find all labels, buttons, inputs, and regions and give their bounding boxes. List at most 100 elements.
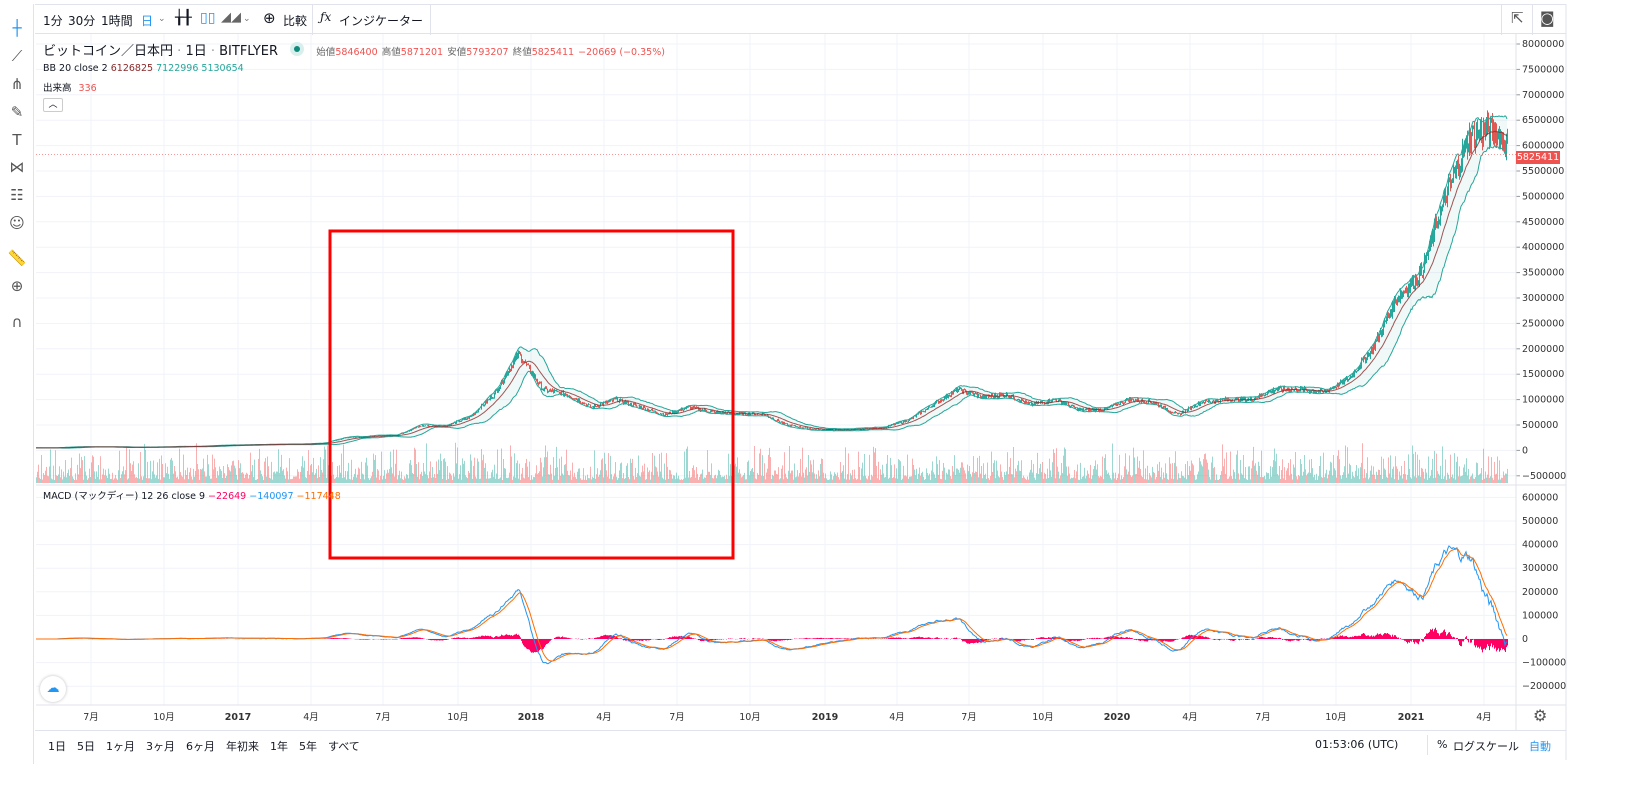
plus-circle-icon[interactable]: ⊕ (263, 9, 276, 27)
bb-upper: 7122996 (156, 63, 199, 74)
chevron-down-icon[interactable]: ⌄ (243, 14, 251, 24)
bb-basis-line (36, 130, 1508, 449)
drawing-toolbar: ┼ ⟋ ⋔ ✎ T ⋈ ☷ ☺ 📏 ⊕ ∩ (0, 4, 34, 764)
interval-1m[interactable]: 1分 (43, 14, 63, 28)
price-axis-tick: 2000000 (1522, 344, 1564, 355)
price-axis-tick: 5500000 (1522, 166, 1564, 177)
macd-axis-tick: 100000 (1522, 610, 1558, 621)
macd-line (36, 545, 1507, 665)
macd-line-value: −140097 (249, 491, 294, 502)
macd-axis-tick: 200000 (1522, 587, 1558, 598)
macd-axis-tick: −200000 (1522, 681, 1566, 692)
low-value: 5793207 (466, 47, 509, 58)
settings-gear-icon[interactable]: ⚙ (1533, 706, 1548, 725)
percent-scale-toggle[interactable]: % (1437, 738, 1448, 751)
high-value: 5871201 (400, 47, 444, 58)
fullscreen-icon[interactable]: ⇱ (1511, 9, 1524, 27)
time-axis-label: 4月 (1182, 712, 1198, 723)
trend-line-icon[interactable]: ⟋ (11, 47, 23, 65)
interval-30m[interactable]: 30分 (68, 14, 96, 28)
forecast-icon[interactable]: ☷ (10, 186, 24, 204)
time-axis-label: 2019 (812, 712, 838, 723)
bb-lower-line (36, 144, 1508, 449)
macd-axis-tick: 400000 (1522, 540, 1558, 551)
time-axis-label: 10月 (1032, 712, 1054, 723)
time-axis-label: 4月 (303, 712, 319, 723)
gridlines: 8000000750000070000006500000600000055000… (36, 34, 1566, 723)
price-axis-tick: 6500000 (1522, 115, 1564, 126)
range-7[interactable]: 5年 (299, 740, 317, 753)
magnet-icon[interactable]: ∩ (11, 313, 23, 331)
brush-icon[interactable]: ✎ (10, 103, 24, 121)
emoji-icon[interactable]: ☺ (9, 214, 25, 232)
time-axis-label: 7月 (375, 712, 391, 723)
time-axis-label: 10月 (739, 712, 761, 723)
macd-label: MACD (マックディー) 12 26 close 9 (43, 491, 206, 502)
price-axis-tick: 5000000 (1522, 191, 1564, 202)
macd-axis-tick: 0 (1522, 634, 1528, 645)
price-axis-tick: 7000000 (1522, 90, 1564, 101)
volume-legend[interactable]: 出来高 336 (43, 80, 665, 94)
camera-icon[interactable]: ◙ (1540, 9, 1555, 27)
range-6[interactable]: 1年 (270, 740, 288, 753)
close-value: 5825411 (531, 47, 575, 58)
symbol-name: ビットコイン／日本円 (43, 44, 174, 59)
range-1[interactable]: 5日 (77, 740, 95, 753)
price-axis-tick: 0 (1522, 445, 1528, 456)
price-axis-tick: 500000 (1522, 420, 1558, 431)
range-selector: 1日 5日 1ヶ月 3ヶ月 6ヶ月 年初来 1年 5年 すべて (48, 738, 360, 754)
macd-axis-tick: 600000 (1522, 492, 1558, 503)
range-5[interactable]: 年初来 (226, 740, 259, 753)
interval-1h[interactable]: 1時間 (101, 14, 133, 28)
range-3[interactable]: 3ヶ月 (146, 740, 175, 753)
close-label: 終値 (512, 47, 532, 58)
symbol-exchange: BITFLYER (219, 44, 279, 59)
collapse-legend-button[interactable]: ︿ (43, 98, 63, 112)
range-4[interactable]: 6ヶ月 (186, 740, 215, 753)
candlestick-icon[interactable]: ▯▯ (200, 10, 216, 26)
bar-chart-icon[interactable]: ╁╂ (175, 10, 192, 26)
pattern-icon[interactable]: ⋈ (9, 158, 25, 176)
price-axis-tick: 6000000 (1522, 141, 1564, 152)
price-axis-tick: 4500000 (1522, 217, 1564, 228)
chevron-down-icon[interactable]: ⌄ (158, 14, 166, 24)
text-icon[interactable]: T (12, 131, 22, 149)
time-axis-label: 4月 (889, 712, 905, 723)
interval-1d[interactable]: 日 (141, 14, 154, 28)
macd-signal-line (36, 548, 1508, 662)
macd-axis-tick: −100000 (1522, 658, 1566, 669)
bb-fill (36, 115, 1507, 449)
price-axis-tick: 3500000 (1522, 268, 1564, 279)
macd-legend[interactable]: MACD (マックディー) 12 26 close 9 −22649 −1400… (43, 488, 341, 502)
symbol-interval: 1日 (185, 44, 207, 59)
price-axis-tick: 8000000 (1522, 39, 1564, 50)
fx-icon[interactable]: ƒx (320, 10, 332, 24)
chart-legend: ビットコイン／日本円 · 1日 · BITFLYER 始値5846400 高値5… (43, 42, 665, 112)
auto-scale-toggle[interactable]: 自動 (1529, 740, 1551, 753)
indicators-button[interactable]: インジケーター (339, 14, 424, 28)
cloud-logo-icon[interactable]: ☁ (40, 676, 66, 702)
crosshair-icon[interactable]: ┼ (12, 19, 22, 37)
range-2[interactable]: 1ヶ月 (106, 740, 135, 753)
clock-time[interactable]: 01:53:06 (UTC) (1315, 738, 1399, 751)
range-0[interactable]: 1日 (48, 740, 66, 753)
log-scale-toggle[interactable]: ログスケール (1453, 740, 1519, 753)
volume-label: 出来高 (43, 83, 72, 94)
annotation-rectangle (328, 229, 735, 560)
compare-button[interactable]: 比較 (283, 14, 308, 28)
macd-axis-tick: 500000 (1522, 516, 1558, 527)
range-8[interactable]: すべて (328, 740, 360, 753)
zoom-in-icon[interactable]: ⊕ (10, 277, 24, 295)
bb-legend[interactable]: BB 20 close 2 6126825 7122996 5130654 (43, 63, 665, 74)
pitchfork-icon[interactable]: ⋔ (10, 75, 24, 93)
price-axis-tick: 1000000 (1522, 395, 1564, 406)
time-axis-label: 10月 (153, 712, 175, 723)
candles (36, 110, 1508, 483)
time-axis-label: 7月 (1255, 712, 1271, 723)
area-chart-icon[interactable]: ◢◢ (221, 10, 241, 25)
ruler-icon[interactable]: 📏 (7, 249, 27, 267)
time-axis-label: 4月 (596, 712, 612, 723)
time-axis-label: 10月 (447, 712, 469, 723)
top-toolbar: 1分 30分 1時間 日 ⌄ ╁╂ ▯▯ ◢◢ ⌄ ⊕ 比較 ƒx インジケータ… (35, 4, 1566, 35)
